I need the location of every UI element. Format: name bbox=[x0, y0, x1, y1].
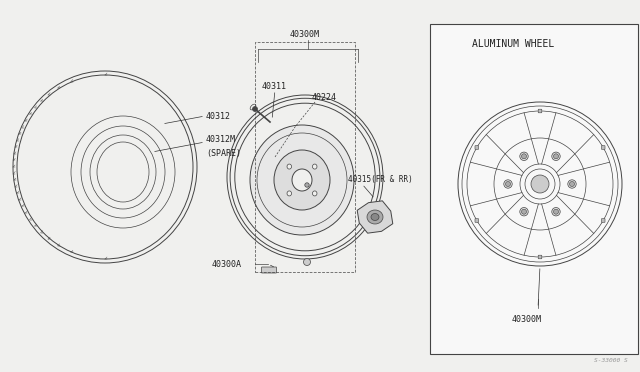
Ellipse shape bbox=[292, 169, 312, 191]
Ellipse shape bbox=[250, 125, 354, 235]
Ellipse shape bbox=[371, 214, 379, 221]
Circle shape bbox=[504, 180, 512, 188]
Circle shape bbox=[531, 175, 549, 193]
FancyBboxPatch shape bbox=[262, 267, 276, 273]
Circle shape bbox=[552, 208, 560, 216]
Ellipse shape bbox=[227, 95, 383, 259]
Ellipse shape bbox=[230, 98, 380, 256]
Circle shape bbox=[520, 152, 528, 160]
Circle shape bbox=[554, 209, 559, 214]
Polygon shape bbox=[357, 201, 393, 233]
Ellipse shape bbox=[287, 164, 292, 169]
FancyBboxPatch shape bbox=[475, 219, 479, 222]
Circle shape bbox=[303, 259, 310, 266]
Ellipse shape bbox=[312, 191, 317, 196]
Text: 40311: 40311 bbox=[262, 82, 287, 91]
Circle shape bbox=[568, 180, 576, 188]
Circle shape bbox=[554, 154, 559, 159]
Circle shape bbox=[522, 209, 527, 214]
Text: 40224: 40224 bbox=[312, 93, 337, 102]
FancyBboxPatch shape bbox=[538, 255, 542, 259]
Ellipse shape bbox=[367, 210, 383, 224]
Text: 40312: 40312 bbox=[206, 112, 231, 121]
Circle shape bbox=[570, 182, 575, 186]
Text: 40300M: 40300M bbox=[512, 315, 542, 324]
Circle shape bbox=[506, 182, 511, 186]
Text: 40312M: 40312M bbox=[206, 135, 236, 144]
Text: 40300A: 40300A bbox=[212, 260, 242, 269]
Ellipse shape bbox=[274, 150, 330, 210]
FancyBboxPatch shape bbox=[538, 109, 542, 113]
FancyBboxPatch shape bbox=[475, 146, 479, 149]
FancyBboxPatch shape bbox=[602, 219, 605, 222]
Text: 40300M: 40300M bbox=[290, 30, 320, 39]
Text: ALUMINUM WHEEL: ALUMINUM WHEEL bbox=[472, 39, 554, 49]
Text: (SPARE): (SPARE) bbox=[206, 149, 241, 158]
Circle shape bbox=[305, 183, 309, 187]
Text: S-33000 S: S-33000 S bbox=[595, 358, 628, 363]
Circle shape bbox=[522, 154, 527, 159]
Circle shape bbox=[253, 106, 257, 112]
Circle shape bbox=[552, 152, 560, 160]
Circle shape bbox=[520, 208, 528, 216]
Text: 40315(FR & RR): 40315(FR & RR) bbox=[348, 175, 413, 184]
Ellipse shape bbox=[312, 164, 317, 169]
Bar bbox=[430, 24, 638, 354]
FancyBboxPatch shape bbox=[602, 146, 605, 149]
Ellipse shape bbox=[287, 191, 292, 196]
Ellipse shape bbox=[235, 103, 375, 251]
